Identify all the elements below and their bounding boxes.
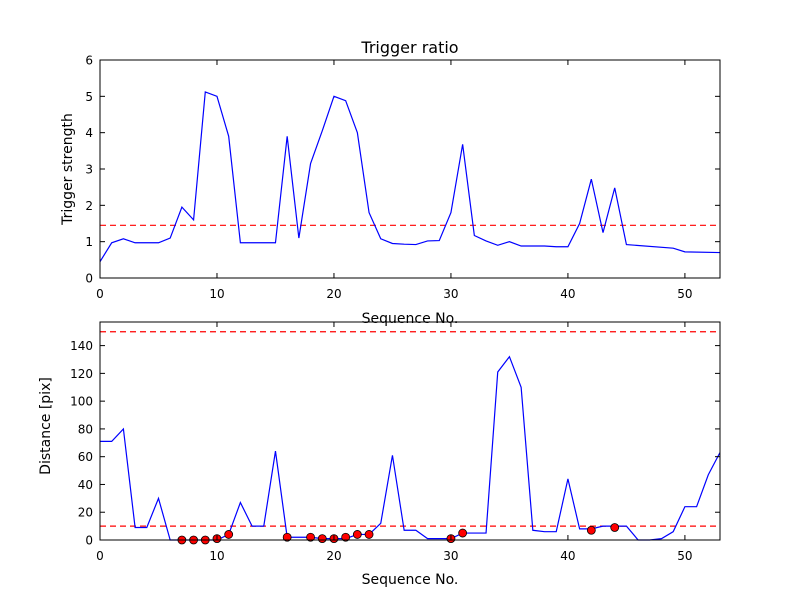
- y-tick-label: 2: [85, 199, 93, 213]
- trigger-strength-line: [99, 91, 721, 262]
- y-tick-label: 40: [78, 478, 93, 492]
- x-tick-label: 0: [96, 549, 104, 563]
- trigger-marker-point: [317, 534, 327, 544]
- x-tick-label: 30: [443, 549, 458, 563]
- trigger-marker-point: [224, 530, 234, 539]
- y-tick-label: 5: [85, 90, 93, 104]
- y-tick-label: 6: [85, 54, 93, 68]
- trigger-marker-point: [352, 530, 362, 539]
- y-tick-label: 0: [85, 272, 93, 286]
- trigger-marker-point: [610, 523, 620, 532]
- trigger-marker-point: [458, 528, 468, 538]
- trigger-ratio-panel: Trigger ratio 0 10 20 30 40 50 0 1 2 3 4 5 6 Sequen…: [60, 38, 721, 327]
- distance-panel: 0 10 20 30 40 50 0 20 40 60 80 100 120 140 Sequence …: [38, 321, 721, 588]
- trigger-marker-point: [306, 532, 315, 542]
- x-tick-label: 0: [96, 287, 104, 301]
- x-tick-label: 10: [209, 287, 224, 301]
- y-tick-label: 120: [70, 367, 93, 381]
- top-chart-title: Trigger ratio: [360, 38, 458, 57]
- y-tick-label: 3: [85, 163, 93, 177]
- top-x-axis-label: Sequence No.: [362, 311, 459, 327]
- bottom-plot-frame: [99, 321, 721, 541]
- bottom-x-axis-label: Sequence No.: [362, 572, 459, 588]
- y-tick-label: 4: [85, 126, 93, 140]
- x-tick-label: 40: [560, 287, 575, 301]
- trigger-marker-point: [282, 532, 292, 542]
- trigger-marker-point: [586, 525, 596, 535]
- y-tick-label: 140: [70, 339, 93, 353]
- y-tick-label: 80: [78, 422, 93, 436]
- x-tick-label: 40: [560, 549, 575, 563]
- trigger-marker-point: [364, 530, 374, 539]
- top-y-axis-label: Trigger strength: [60, 113, 76, 226]
- y-tick-label: 20: [78, 506, 93, 520]
- x-tick-label: 20: [326, 287, 341, 301]
- y-tick-label: 60: [78, 450, 93, 464]
- x-tick-label: 50: [677, 549, 692, 563]
- x-tick-label: 50: [677, 287, 692, 301]
- trigger-marker-point: [341, 532, 351, 542]
- bottom-y-axis-label: Distance [pix]: [38, 377, 54, 475]
- x-tick-label: 30: [443, 287, 458, 301]
- y-tick-label: 1: [85, 235, 93, 249]
- y-tick-label: 100: [70, 395, 93, 409]
- y-tick-label: 0: [85, 534, 93, 548]
- x-tick-label: 10: [209, 549, 224, 563]
- x-tick-label: 20: [326, 549, 341, 563]
